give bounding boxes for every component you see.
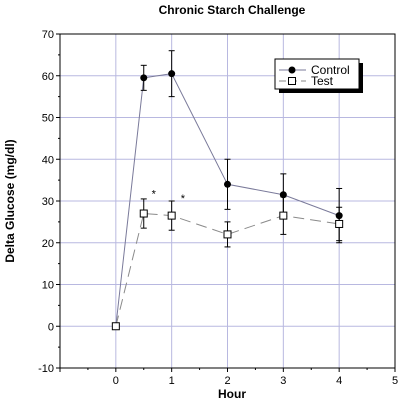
annotations: * *: [152, 189, 186, 205]
significance-asterisk: *: [181, 193, 186, 205]
y-tick-label: -10: [38, 363, 54, 375]
x-tick-label: 0: [113, 375, 119, 387]
data-point: [140, 74, 148, 82]
x-axis-label: Hour: [218, 387, 246, 401]
significance-asterisk: *: [152, 189, 157, 201]
legend-control-marker: [288, 66, 296, 74]
y-tick-label: 50: [42, 113, 54, 125]
data-point: [168, 70, 176, 78]
y-tick-label: 30: [42, 196, 54, 208]
y-tick-label: 10: [42, 280, 54, 292]
series-line: [115, 73, 340, 327]
data-point: [139, 209, 148, 218]
legend-control-label: Control: [311, 63, 350, 77]
legend-test-marker: [288, 77, 296, 85]
x-tick-label: 4: [336, 375, 342, 387]
data-point: [279, 211, 288, 220]
chart-title: Chronic Starch Challenge: [159, 3, 306, 17]
data-point: [111, 322, 120, 331]
y-tick-label: 70: [42, 29, 54, 41]
data-point: [335, 219, 344, 228]
axis-ticks: 0 1 2 3 4 5 -10 0 10 20 30 40 50 60 70: [38, 29, 398, 387]
x-tick-label: 1: [169, 375, 175, 387]
y-tick-label: 0: [48, 321, 54, 333]
data-point: [224, 180, 231, 188]
data-point: [167, 211, 176, 220]
series-layer: [111, 50, 344, 331]
x-tick-label: 5: [392, 375, 398, 387]
series-test: [111, 196, 344, 331]
x-tick-label: 2: [224, 375, 230, 387]
data-point: [223, 230, 232, 239]
x-tick-label: 3: [280, 375, 286, 387]
series-line: [115, 212, 340, 327]
y-tick-label: 60: [42, 71, 54, 83]
legend-test-label: Test: [311, 74, 334, 88]
y-tick-label: 20: [42, 238, 54, 250]
legend: Control Test: [274, 58, 363, 93]
y-axis-label: Delta Glucose (mg/dl): [3, 139, 17, 262]
y-tick-label: 40: [42, 154, 54, 166]
